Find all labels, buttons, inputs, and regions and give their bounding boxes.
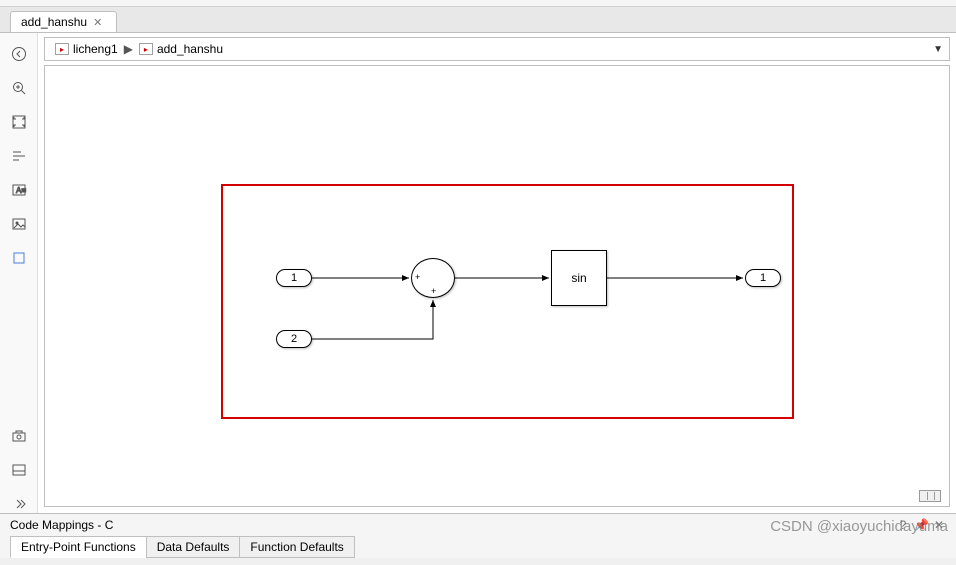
close-icon[interactable]: ✕ <box>932 518 946 532</box>
breadcrumb-dropdown-icon[interactable]: ▼ <box>933 44 943 55</box>
selection-box <box>221 184 794 419</box>
main-area: A≡ ▸ licheng1 ▶ ▸ add_hanshu ▼ 1 <box>0 33 956 513</box>
svg-text:A≡: A≡ <box>16 186 26 195</box>
panel-tab-data-defaults[interactable]: Data Defaults <box>146 536 241 558</box>
canvas-wrap: ▸ licheng1 ▶ ▸ add_hanshu ▼ 1 2 + + <box>38 33 956 513</box>
port-label: 1 <box>291 272 297 284</box>
panel-tab-strip: Entry-Point Functions Data Defaults Func… <box>0 536 956 558</box>
panel-title-bar: Code Mappings - C ? 📌 ✕ <box>0 514 956 536</box>
port-label: 1 <box>760 272 766 284</box>
viewmark-icon[interactable] <box>9 249 29 267</box>
sum-block[interactable]: + + <box>411 258 455 298</box>
sum-input-sign: + <box>431 286 436 296</box>
panel-title: Code Mappings - C <box>10 518 113 532</box>
breadcrumb-bar: ▸ licheng1 ▶ ▸ add_hanshu ▼ <box>44 37 950 61</box>
function-label: sin <box>571 271 586 285</box>
fit-to-view-icon[interactable] <box>9 113 29 131</box>
outport-block-1[interactable]: 1 <box>745 269 781 287</box>
nav-back-icon[interactable] <box>9 45 29 63</box>
panel-toggle-icon[interactable] <box>9 461 29 479</box>
sum-input-sign: + <box>415 272 420 282</box>
code-mappings-panel: Code Mappings - C ? 📌 ✕ Entry-Point Func… <box>0 513 956 558</box>
inport-block-1[interactable]: 1 <box>276 269 312 287</box>
expand-icon[interactable] <box>9 495 29 513</box>
screenshot-icon[interactable] <box>9 427 29 445</box>
top-toolbar-strip <box>0 0 956 7</box>
image-icon[interactable] <box>9 215 29 233</box>
help-icon[interactable]: ? <box>896 518 910 532</box>
auto-arrange-icon[interactable] <box>9 147 29 165</box>
tab-title: add_hanshu <box>21 15 87 29</box>
panel-tab-label: Entry-Point Functions <box>21 540 136 554</box>
zoom-in-icon[interactable] <box>9 79 29 97</box>
panel-tab-label: Function Defaults <box>250 540 343 554</box>
model-icon: ▸ <box>55 43 69 55</box>
panel-tab-function-defaults[interactable]: Function Defaults <box>239 536 354 558</box>
close-icon[interactable]: ✕ <box>93 16 102 29</box>
model-icon: ▸ <box>139 43 153 55</box>
breadcrumb-item[interactable]: ▸ add_hanshu <box>135 42 227 56</box>
document-tab-strip: add_hanshu ✕ <box>0 7 956 33</box>
breadcrumb-label: add_hanshu <box>157 42 223 56</box>
document-tab[interactable]: add_hanshu ✕ <box>10 11 117 32</box>
pan-navigator[interactable] <box>919 490 941 502</box>
panel-tab-label: Data Defaults <box>157 540 230 554</box>
canvas-tool-column: A≡ <box>0 33 38 513</box>
annotation-icon[interactable]: A≡ <box>9 181 29 199</box>
function-block[interactable]: sin <box>551 250 607 306</box>
breadcrumb-item[interactable]: ▸ licheng1 <box>51 42 122 56</box>
inport-block-2[interactable]: 2 <box>276 330 312 348</box>
breadcrumb-label: licheng1 <box>73 42 118 56</box>
model-canvas[interactable]: 1 2 + + sin 1 <box>44 65 950 507</box>
port-label: 2 <box>291 333 297 345</box>
pin-icon[interactable]: 📌 <box>914 518 928 532</box>
panel-tab-entry-point[interactable]: Entry-Point Functions <box>10 536 147 558</box>
breadcrumb-separator: ▶ <box>122 42 135 56</box>
